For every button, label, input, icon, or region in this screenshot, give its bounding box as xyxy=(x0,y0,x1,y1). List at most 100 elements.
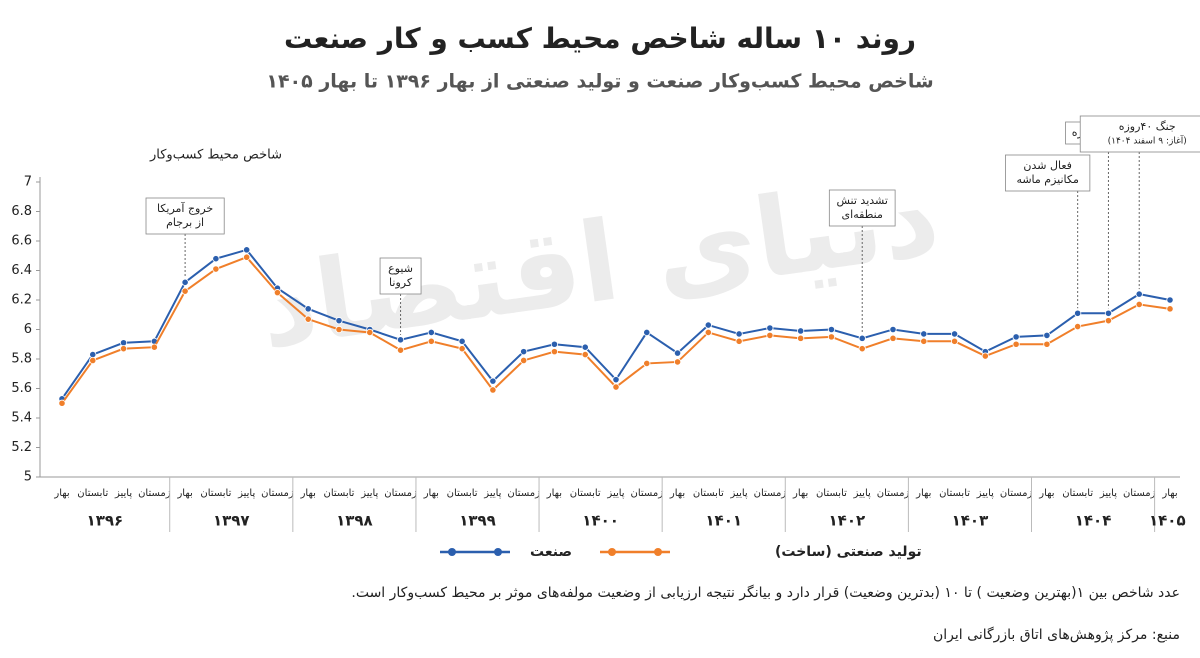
year-label: ۱۳۹۸ xyxy=(336,512,373,530)
series-marker xyxy=(243,253,251,261)
series-marker xyxy=(427,328,435,337)
series-marker xyxy=(920,330,928,338)
series-marker xyxy=(520,348,528,356)
series-marker xyxy=(920,337,928,345)
annotation-text: مکانیزم ماشه xyxy=(1016,173,1079,186)
y-tick-label: 6.4 xyxy=(11,263,32,278)
series-marker xyxy=(1043,331,1051,339)
annotation-text: کرونا xyxy=(389,276,413,289)
x-tick-label: زمستان xyxy=(138,488,171,499)
y-tick-label: 6 xyxy=(24,322,32,337)
series-marker xyxy=(150,343,158,351)
x-tick-label: زمستان xyxy=(261,488,294,499)
series-marker xyxy=(335,325,343,334)
x-tick-label: زمستان xyxy=(631,488,664,499)
x-tick-label: پاییز xyxy=(853,488,871,499)
series-marker xyxy=(1104,309,1113,317)
year-label: ۱۴۰۵ xyxy=(1149,512,1186,530)
series-marker xyxy=(858,345,866,353)
series-marker xyxy=(212,255,220,263)
annotation-text: جنگ ۴۰روزه xyxy=(1119,120,1176,133)
series-marker xyxy=(273,289,282,297)
series-marker xyxy=(489,377,497,385)
annotation-text: فعال شدن xyxy=(1023,159,1071,172)
annotation: جنگ ۴۰روزه (آغاز: ۹ اسفند ۱۴۰۴) xyxy=(1079,115,1200,290)
series-marker xyxy=(797,327,805,335)
series-marker xyxy=(335,317,343,325)
x-tick-label: زمستان xyxy=(507,488,540,499)
x-tick-label: تابستان xyxy=(324,488,355,499)
x-tick-label: پاییز xyxy=(237,488,255,499)
annotation-box xyxy=(1005,154,1091,192)
x-tick-label: بهار xyxy=(546,488,562,499)
series-marker xyxy=(1135,290,1143,298)
series-marker xyxy=(212,265,220,273)
year-label: ۱۴۰۰ xyxy=(582,512,619,530)
y-tick-label: 5.8 xyxy=(11,352,32,367)
series-marker xyxy=(735,337,743,345)
annotation-text: شیوع xyxy=(388,262,413,275)
year-label: ۱۴۰۳ xyxy=(952,512,989,530)
legend-label: تولید صنعتی (ساخت) xyxy=(775,544,922,560)
legend-marker xyxy=(448,548,456,556)
series-marker xyxy=(1074,322,1082,331)
series-marker xyxy=(797,334,805,342)
series-marker xyxy=(827,325,836,334)
year-label: ۱۳۹۷ xyxy=(213,512,250,530)
legend-marker xyxy=(608,548,616,556)
series-marker xyxy=(612,383,620,391)
x-tick-label: تابستان xyxy=(693,488,724,499)
series-marker xyxy=(981,352,989,360)
series-marker xyxy=(396,346,405,354)
series-marker xyxy=(89,350,97,359)
x-tick-label: بهار xyxy=(915,488,931,499)
year-label: ۱۴۰۲ xyxy=(829,512,866,530)
x-tick-label: پاییز xyxy=(483,488,501,499)
series-marker xyxy=(489,386,497,394)
x-tick-label: بهار xyxy=(1038,488,1054,499)
annotation-text: خروج آمریکا xyxy=(157,201,213,215)
annotation-text: (آغاز: ۹ اسفند ۱۴۰۴) xyxy=(1108,135,1187,147)
y-tick-label: 5 xyxy=(24,470,32,485)
x-tick-label: تابستان xyxy=(77,488,108,499)
x-tick-label: پاییز xyxy=(976,488,994,499)
series-marker xyxy=(766,331,774,339)
series-marker xyxy=(1074,309,1082,317)
series-marker xyxy=(1012,340,1020,348)
series-marker xyxy=(889,334,897,342)
x-tick-label: تابستان xyxy=(447,488,478,499)
series-marker xyxy=(304,305,312,313)
y-axis-label: شاخص محیط کسب‌وکار xyxy=(149,148,282,163)
annotation-box xyxy=(828,189,896,227)
series-marker xyxy=(704,321,712,329)
x-tick-label: بهار xyxy=(1161,488,1177,499)
footnote: عدد شاخص بین ۱(بهترین وضعیت ) تا ۱۰ (بدت… xyxy=(351,584,1180,601)
chart-subtitle: شاخص محیط کسب‌وکار صنعت و تولید صنعتی از… xyxy=(266,71,933,93)
x-tick-label: پاییز xyxy=(114,488,132,499)
series-marker xyxy=(643,328,651,337)
x-tick-label: پاییز xyxy=(606,488,624,499)
annotation-text: تشدید تنش xyxy=(837,194,888,207)
x-tick-label: بهار xyxy=(53,488,69,499)
series-marker xyxy=(1012,333,1020,341)
legend-marker xyxy=(494,548,502,556)
series-marker xyxy=(119,345,128,353)
series-marker xyxy=(181,287,189,295)
series-marker xyxy=(1166,305,1174,313)
x-tick-label: بهار xyxy=(792,488,808,499)
series-marker xyxy=(550,348,559,356)
x-tick-label: تابستان xyxy=(200,488,231,499)
series-marker xyxy=(643,359,651,368)
series-marker xyxy=(458,337,466,345)
x-tick-label: پاییز xyxy=(1099,488,1117,499)
series-marker xyxy=(950,337,959,345)
series-marker xyxy=(673,349,682,357)
series-marker xyxy=(304,315,312,323)
source: منبع: مرکز پژوهش‌های اتاق بازرگانی ایران xyxy=(933,626,1180,643)
series-marker xyxy=(581,350,589,359)
series-marker xyxy=(581,343,589,351)
